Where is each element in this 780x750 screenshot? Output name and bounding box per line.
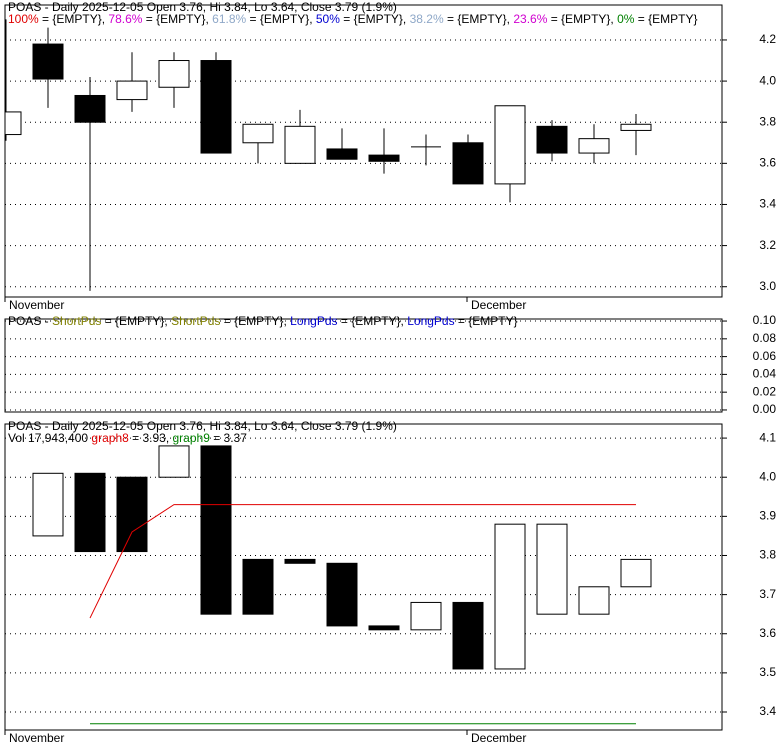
y-tick-label: 3.7: [759, 587, 776, 601]
candle-body: [536, 125, 568, 154]
legend-text: = {EMPTY},: [340, 12, 410, 26]
candle-body: [452, 601, 484, 670]
legend-text: = {EMPTY},: [338, 314, 408, 328]
volume-label: Vol 17,943,400: [8, 431, 91, 445]
x-tick-label: December: [471, 731, 526, 745]
candle-body: [368, 154, 400, 162]
panel-frame: [4, 4, 723, 298]
y-tick-label: 4.0: [759, 469, 776, 483]
legend-name: ShortPds: [52, 314, 101, 328]
legend-title: POAS - Daily 2025-12-05 Open 3.76, Hi 3.…: [8, 0, 397, 14]
legend-name: 78.6%: [108, 12, 142, 26]
legend-name: ShortPds: [171, 314, 220, 328]
y-tick-label: 4.1: [759, 430, 776, 444]
legend-title: POAS - ShortPds = {EMPTY}, ShortPds = {E…: [8, 314, 518, 328]
y-tick-label: 3.8: [759, 548, 776, 562]
y-tick-label: 4.2: [759, 32, 776, 46]
legend-text: = {EMPTY},: [39, 12, 109, 26]
y-tick-label: 3.2: [759, 238, 776, 252]
legend-text: = {EMPTY},: [142, 12, 212, 26]
legend-name: 61.8%: [212, 12, 246, 26]
candle-body: [578, 586, 610, 615]
candle-body: [536, 523, 568, 615]
x-tick-label: November: [9, 731, 64, 745]
candle-body: [410, 601, 442, 631]
legend-name: 100%: [8, 12, 39, 26]
candle-body: [116, 80, 148, 101]
legend-name: graph9: [173, 431, 211, 445]
candle-body: [326, 148, 358, 160]
legend-name: 0%: [617, 12, 635, 26]
y-tick-label: 4.0: [759, 73, 776, 87]
y-tick-label: 0.04: [753, 367, 777, 381]
legend-name: 23.6%: [513, 12, 547, 26]
candle-body: [158, 445, 190, 478]
candle-body: [284, 125, 316, 164]
y-tick-label: 3.9: [759, 509, 776, 523]
legend-text: = 3.93,: [129, 431, 173, 445]
legend-name: graph8: [91, 431, 129, 445]
x-tick-label: December: [471, 298, 526, 312]
legend: Vol 17,943,400 graph8 = 3.93, graph9 = 3…: [8, 431, 247, 445]
y-tick-label: 0.08: [753, 331, 777, 345]
y-tick-label: 3.0: [759, 279, 776, 293]
legend-title: POAS - Daily 2025-12-05 Open 3.76, Hi 3.…: [8, 419, 397, 433]
y-tick-label: 3.8: [759, 114, 776, 128]
candle-body: [74, 472, 106, 553]
y-tick-label: 0.02: [753, 384, 777, 398]
candle-body: [494, 523, 526, 670]
legend-text: = {EMPTY},: [220, 314, 290, 328]
candle-body: [158, 60, 190, 88]
candle-body: [242, 123, 274, 144]
candle-body: [32, 43, 64, 80]
legend-text: = 3.37: [210, 431, 247, 445]
candle-body: [284, 558, 316, 564]
legend-text: = {EMPTY}: [634, 12, 697, 26]
y-tick-label: 3.6: [759, 156, 776, 170]
candle-body: [452, 142, 484, 185]
y-tick-label: 3.4: [759, 197, 776, 211]
title: POAS - Daily 2025-12-05 Open 3.76, Hi 3.…: [8, 0, 397, 14]
y-tick-label: 0.06: [753, 349, 777, 363]
candle-body: [620, 558, 652, 588]
legend-text: = {EMPTY},: [246, 12, 316, 26]
y-tick-label: 3.4: [759, 704, 776, 718]
plot: [5, 19, 722, 291]
panel-frame: [4, 318, 723, 413]
legend-text: = {EMPTY},: [444, 12, 514, 26]
legend-text: = {EMPTY}: [455, 314, 518, 328]
indicator-line: [89, 504, 636, 619]
x-tick-label: November: [9, 298, 64, 312]
y-tick-label: 0.10: [753, 313, 777, 327]
legend-text: = {EMPTY},: [547, 12, 617, 26]
title: POAS -: [8, 314, 52, 328]
y-tick-label: 3.5: [759, 665, 776, 679]
legend-name: 38.2%: [410, 12, 444, 26]
candle-body: [116, 476, 148, 553]
candle-body: [494, 105, 526, 185]
candle-body: [200, 60, 232, 154]
candle-body: [200, 445, 232, 615]
candle-body: [368, 625, 400, 631]
candle-body: [326, 562, 358, 627]
legend-name: LongPds: [290, 314, 337, 328]
y-tick-label: 3.6: [759, 626, 776, 640]
plot: [5, 437, 722, 725]
candle-body: [578, 138, 610, 154]
candle-body: [32, 472, 64, 537]
candle-body: [5, 111, 22, 136]
y-tick-label: 0.00: [753, 402, 777, 416]
candle-body: [620, 123, 652, 131]
candle-body: [74, 94, 106, 123]
legend: 100% = {EMPTY}, 78.6% = {EMPTY}, 61.8% =…: [8, 12, 697, 26]
panel-frame: [4, 423, 723, 731]
legend-name: 50%: [316, 12, 340, 26]
legend-text: = {EMPTY},: [101, 314, 171, 328]
legend-name: LongPds: [407, 314, 454, 328]
candle-body: [242, 558, 274, 615]
title: POAS - Daily 2025-12-05 Open 3.76, Hi 3.…: [8, 419, 397, 433]
